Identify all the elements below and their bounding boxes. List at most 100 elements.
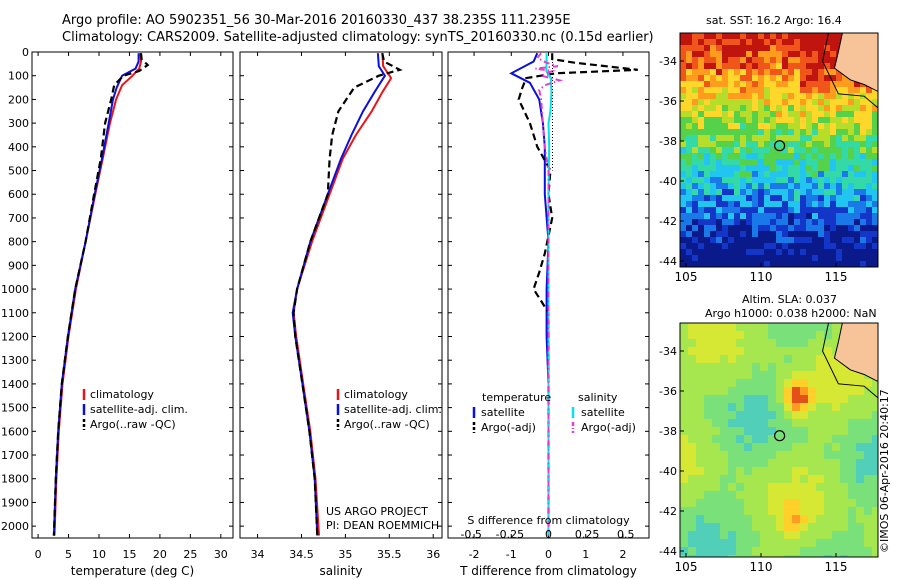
depth-tick-label: 1900 [1,496,29,509]
depth-tick-label: 1600 [1,425,29,438]
depth-tick-label: 2000 [1,520,29,533]
x-tick-label: 1 [582,548,589,561]
series-line-s-argo-adj- [535,52,564,536]
series-line-argo-raw-qc- [292,52,403,536]
depth-tick-label: 700 [8,212,29,225]
depth-tick-label: 300 [8,117,29,130]
lon-tick-label: 110 [750,270,773,284]
depth-tick-label: 1100 [1,307,29,320]
sst-argo-position-marker [773,140,786,152]
sla-land-mass [833,323,878,383]
x-tick-label: 35.5 [377,548,402,561]
lat-tick-label: -36 [659,95,677,108]
legend-label: satellite-adj. clim. [90,403,188,416]
lon-tick-label: 110 [750,560,773,574]
legend-label: climatology [90,388,154,401]
x-tick-label: 35 [338,548,352,561]
legend-label: Argo(-adj) [581,421,636,434]
title-line-2: Climatology: CARS2009. Satellite-adjuste… [62,30,654,45]
depth-tick-label: 1400 [1,378,29,391]
legend-label: Argo(..raw -QC) [90,418,176,431]
depth-tick-label: 900 [8,259,29,272]
depth-tick-label: 1000 [1,283,29,296]
x-axis-label: temperature (deg C) [71,564,194,578]
x-tick-label: 36 [426,548,440,561]
legend-label: Argo(..raw -QC) [344,418,430,431]
sla-depth-contour [822,323,878,399]
x-tick-label: 5 [65,548,72,561]
top-tick-label: -0.5 [460,528,481,541]
sla-map-title-line-2: Argo h1000: 0.038 h2000: NaN [705,307,877,320]
sla-map-frame [679,322,879,558]
depth-tick-label: 1700 [1,449,29,462]
x-axis-label: T difference from climatology [459,564,637,578]
depth-tick-label: 1800 [1,473,29,486]
x-axis-label: salinity [319,564,362,578]
top-axis-label: S difference from climatology [467,514,630,527]
panel-frame [31,51,234,539]
lat-tick-label: -36 [659,385,677,398]
sla-map-title-line-1: Altim. SLA: 0.037 [742,293,838,306]
sst-map [679,32,879,268]
top-tick-label: 0.5 [617,528,635,541]
depth-tick-label: 500 [8,165,29,178]
title-line-1: Argo profile: AO 5902351_56 30-Mar-2016 … [62,13,571,28]
lat-tick-label: -42 [659,505,677,518]
sla-argo-position-marker [773,430,786,442]
x-tick-label: 34 [251,548,265,561]
lat-tick-label: -38 [659,425,677,438]
legend-header-salinity: salinity [578,391,618,404]
depth-tick-label: 0 [22,46,29,59]
legend-label: Argo(-adj) [481,421,536,434]
x-tick-label: 10 [92,548,106,561]
lat-tick-label: -44 [659,545,677,558]
legend-label: satellite-adj. clim. [344,403,442,416]
sst-depth-contour [822,33,878,109]
legend-label: climatology [344,388,408,401]
legend-header-temperature: temperature [482,391,551,404]
lon-tick-label: 105 [675,560,698,574]
lat-tick-label: -34 [659,345,677,358]
x-tick-label: 0 [35,548,42,561]
x-tick-label: 0 [545,548,552,561]
panel-frame [239,51,443,539]
x-tick-label: 2 [619,548,626,561]
lon-tick-label: 105 [675,270,698,284]
lon-tick-label: 115 [825,560,848,574]
x-tick-label: -2 [469,548,480,561]
legend-label: satellite [481,406,525,419]
lat-tick-label: -40 [659,465,677,478]
depth-tick-label: 1200 [1,330,29,343]
annotation-pi: PI: DEAN ROEMMICH [326,519,439,532]
x-tick-label: 20 [153,548,167,561]
lat-tick-label: -44 [659,255,677,268]
annotation-project: US ARGO PROJECT [326,505,428,518]
sst-map-field [680,33,878,267]
sst-land-mass [833,33,878,93]
x-tick-label: 30 [214,548,228,561]
x-tick-label: 25 [183,548,197,561]
depth-tick-label: 600 [8,188,29,201]
top-tick-label: 0 [545,528,552,541]
lat-tick-label: -34 [659,55,677,68]
sla-map-field [680,323,878,557]
sla-map [679,322,879,558]
lon-tick-label: 115 [825,270,848,284]
x-tick-label: 15 [122,548,136,561]
panel-difference [447,51,650,539]
depth-tick-label: 200 [8,93,29,106]
depth-tick-label: 1500 [1,402,29,415]
panel-temperature [31,51,234,539]
x-tick-label: 34.5 [289,548,314,561]
top-tick-label: 0.25 [575,528,600,541]
lat-tick-label: -38 [659,135,677,148]
x-tick-label: -1 [506,548,517,561]
depth-tick-label: 1300 [1,354,29,367]
legend-label: satellite [581,406,625,419]
depth-tick-label: 100 [8,70,29,83]
depth-tick-label: 800 [8,236,29,249]
sst-map-title: sat. SST: 16.2 Argo: 16.4 [706,14,842,27]
sst-map-frame [679,32,879,268]
depth-tick-label: 400 [8,141,29,154]
